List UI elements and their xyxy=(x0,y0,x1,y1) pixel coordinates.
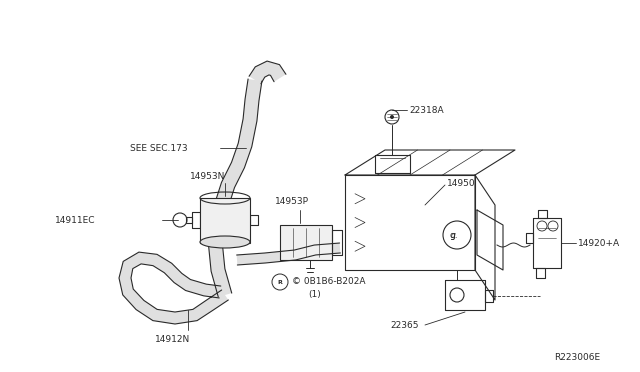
Text: 14950: 14950 xyxy=(447,179,476,187)
Text: 22365: 22365 xyxy=(390,321,419,330)
Text: 14911EC: 14911EC xyxy=(55,215,95,224)
Bar xyxy=(200,198,250,243)
Text: 22318A: 22318A xyxy=(409,106,444,115)
Text: (1): (1) xyxy=(308,289,321,298)
Text: g.: g. xyxy=(450,231,459,240)
Text: 14920+A: 14920+A xyxy=(578,238,620,247)
Text: R: R xyxy=(278,279,282,285)
Text: 14953N: 14953N xyxy=(190,171,225,180)
Polygon shape xyxy=(208,79,262,297)
Polygon shape xyxy=(119,252,228,324)
Text: 14912N: 14912N xyxy=(155,336,190,344)
Text: 14953P: 14953P xyxy=(275,196,309,205)
Text: R223006E: R223006E xyxy=(554,353,600,362)
Text: © 0B1B6-B202A: © 0B1B6-B202A xyxy=(292,278,365,286)
Bar xyxy=(280,225,332,260)
Circle shape xyxy=(390,115,394,119)
Text: SEE SEC.173: SEE SEC.173 xyxy=(130,144,188,153)
Ellipse shape xyxy=(200,236,250,248)
Text: g: g xyxy=(451,231,456,240)
Polygon shape xyxy=(237,243,340,265)
Polygon shape xyxy=(249,61,286,84)
